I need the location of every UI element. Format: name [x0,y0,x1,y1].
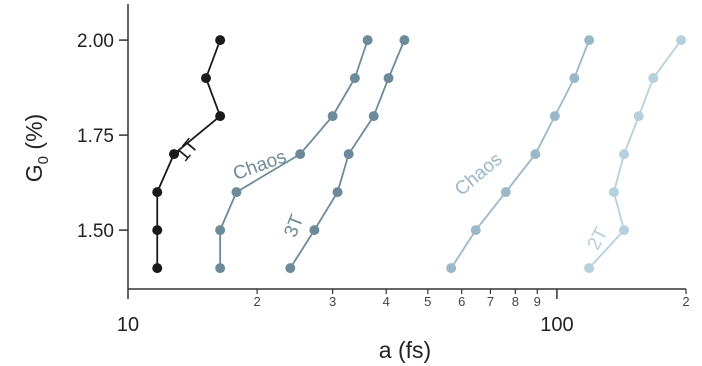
data-point [584,35,595,46]
data-point [446,263,457,274]
x-minor-tick-label: 3 [329,294,336,309]
data-point [619,225,630,236]
y-tick-label: 1.75 [77,126,114,147]
data-point [215,263,226,274]
x-axis-title: a (fs) [379,337,431,363]
data-point [152,263,163,274]
data-point [368,111,379,122]
series-label: 2T [584,224,613,254]
x-minor-tick-label: 8 [512,294,519,309]
data-point [295,149,306,160]
data-point [569,73,580,84]
series-line [450,39,590,269]
data-point [676,35,687,46]
x-minor-tick-label: 7 [487,294,494,309]
data-point [152,225,163,236]
x-minor-tick-label: 9 [534,294,541,309]
series-group: Chaos [446,35,595,274]
y-axis-title-main: G [21,164,47,182]
x-minor-tick-label: 5 [424,294,431,309]
data-point [648,73,659,84]
axes [127,4,686,290]
data-point [500,187,511,198]
data-point [168,149,179,160]
data-point [549,111,560,122]
y-axis-title-rest: (%) [21,114,47,156]
x-minor-tick-label: 2 [682,294,689,309]
x-major-tick-label: 100 [540,314,573,336]
data-point [152,187,163,198]
y-axis-title: G0 (%) [21,114,52,182]
x-major-tick-label: 10 [117,314,139,336]
series-label: Chaos [451,149,507,200]
data-point [470,225,481,236]
data-point [215,225,226,236]
x-minor-tick-label: 4 [383,294,390,309]
series-group: 3T [280,35,410,274]
tick-layer: 1.50 1.75 2.00 10 100 2 3 4 5 6 7 8 9 2 [77,31,690,336]
data-point [399,35,410,46]
data-point [215,111,226,122]
data-point [619,149,630,160]
y-axis-title-subscript: 0 [35,156,52,164]
data-point [215,35,226,46]
series-label: 3T [280,212,308,241]
data-point [349,73,360,84]
series-group: 2T [584,35,687,274]
data-point [383,73,394,84]
data-point [608,187,619,198]
data-point [332,187,343,198]
data-point [231,187,242,198]
data-point [200,73,211,84]
data-point [285,263,296,274]
data-point [327,111,338,122]
y-tick-label: 2.00 [77,31,114,52]
series-label: 1T [173,135,204,166]
series-group: 1T [152,35,226,274]
data-point [362,35,373,46]
data-point [530,149,541,160]
data-point [584,263,595,274]
x-minor-tick-label: 6 [458,294,465,309]
data-point [633,111,644,122]
y-tick-label: 1.50 [77,221,114,242]
data-point [309,225,320,236]
data-point [343,149,354,160]
x-minor-tick-label: 2 [253,294,260,309]
